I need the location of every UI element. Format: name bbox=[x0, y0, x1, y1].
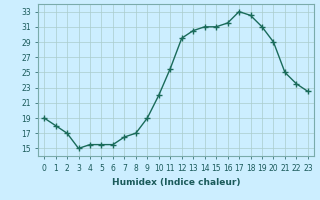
X-axis label: Humidex (Indice chaleur): Humidex (Indice chaleur) bbox=[112, 178, 240, 187]
